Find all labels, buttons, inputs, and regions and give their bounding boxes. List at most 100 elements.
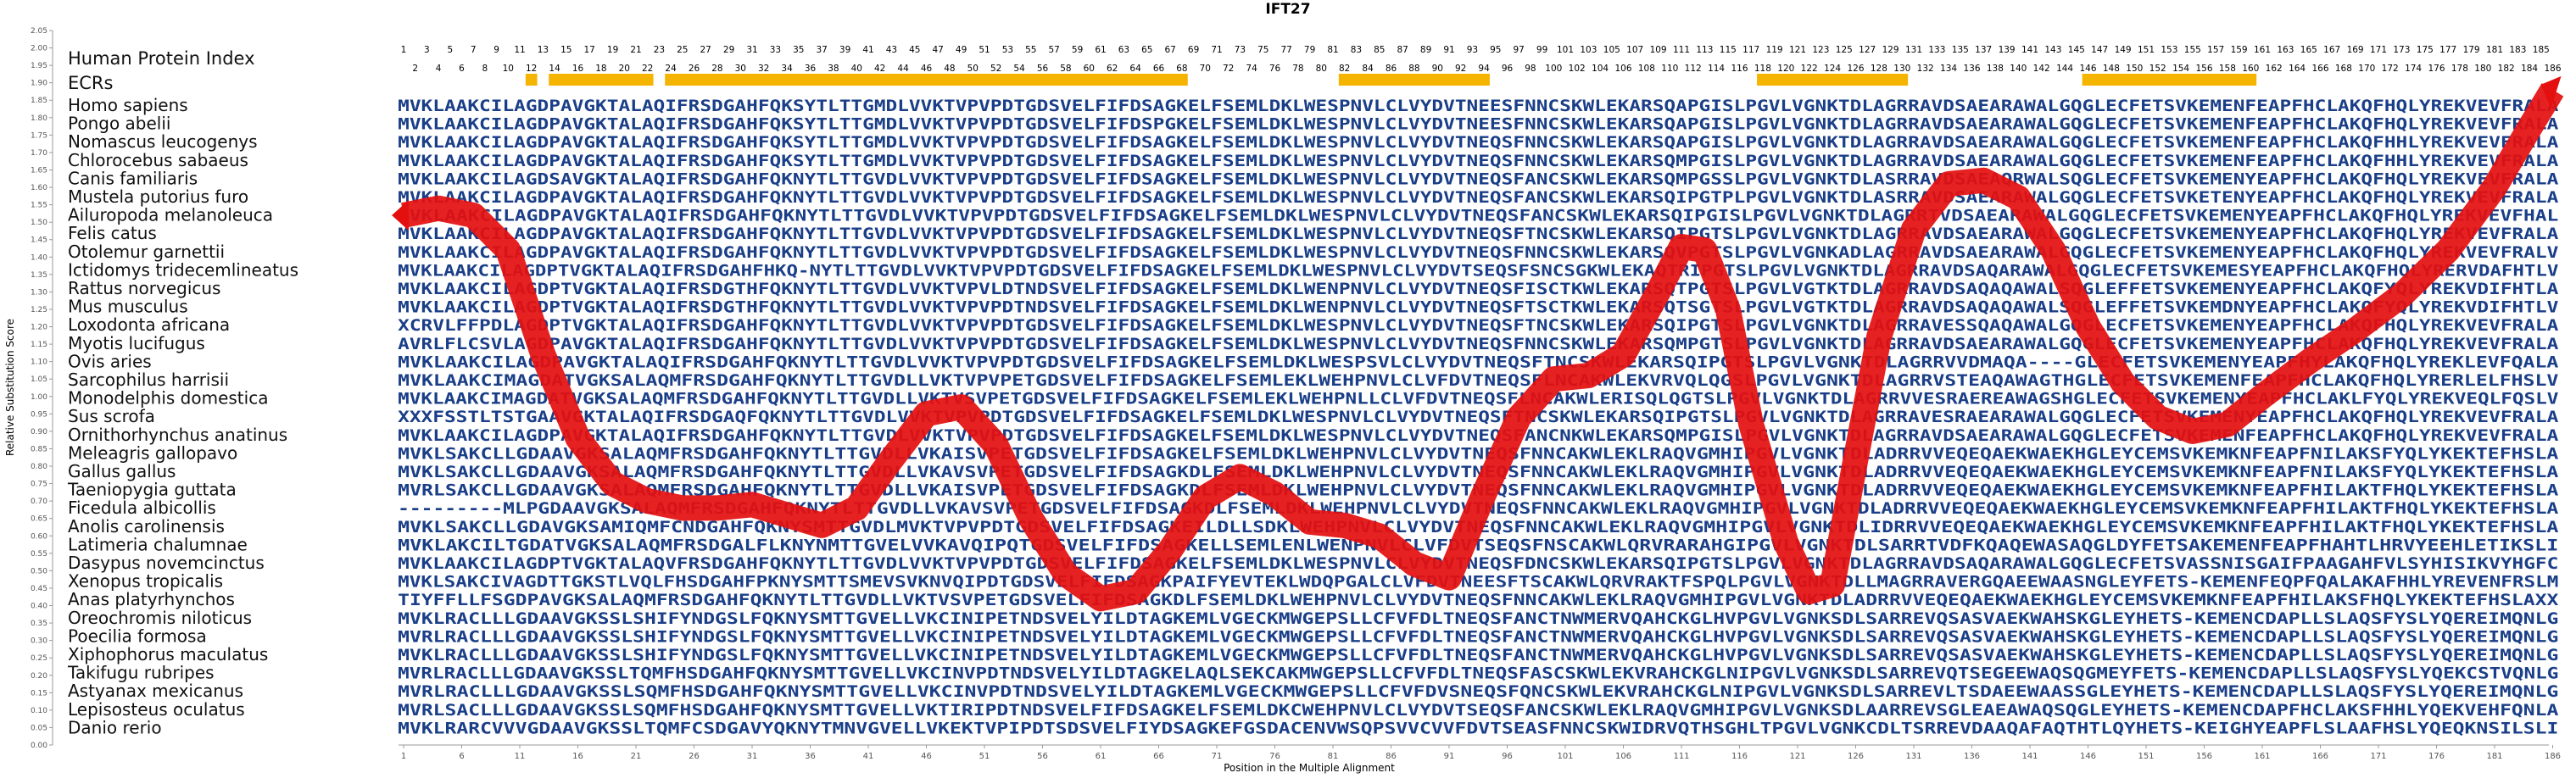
human-index-number: 125 [1836,45,1853,55]
human-index-number: 153 [2161,45,2177,55]
human-index-number: 165 [2300,45,2317,55]
human-index-number: 184 [2521,64,2538,74]
human-index-number: 48 [944,64,955,74]
ecr-bars [525,74,2257,86]
human-index-number: 149 [2115,45,2132,55]
human-index-number: 177 [2439,45,2456,55]
human-index-number: 185 [2533,45,2550,55]
human-index-number: 14 [549,64,560,74]
ecr-bar [1338,74,1490,86]
human-index-number: 26 [689,64,700,74]
y-tick-label: 0.45 [31,585,47,593]
human-index-number: 73 [1235,45,1246,55]
sequence-row: MVRLRACLLLGDAAVGKSSLSHIFYNDGSLFQKNYSMTTG… [398,627,2558,646]
human-index-number: 56 [1037,64,1049,74]
x-tick-label: 76 [1269,752,1280,761]
human-index-number: 24 [665,64,677,74]
y-tick-label: 1.45 [31,236,47,245]
y-tick-label: 0.05 [31,724,47,732]
human-index-number: 20 [619,64,630,74]
sequence-row: TIYFFLLFSGDPAVGKSALAQMFRSDGAHFQKNYTLTTGV… [398,591,2559,609]
human-index-number: 87 [1397,45,1408,55]
sequence-row: MVKLAAKCILAGDPAVGKTALAQIFRSDGAHFQKNYTLTT… [398,207,2558,225]
human-index-number: 3 [424,45,430,55]
species-name: Mus musculus [68,297,188,317]
human-index-number: 23 [654,45,665,55]
human-index-number: 59 [1072,45,1083,55]
human-index-number: 148 [2103,64,2120,74]
species-name: Xenopus tropicalis [68,571,223,592]
human-index-number: 133 [1928,45,1945,55]
human-index-number: 141 [2021,45,2038,55]
human-index-number: 163 [2277,45,2294,55]
species-name: Danio rerio [68,717,162,737]
human-index-number: 63 [1118,45,1129,55]
human-index-number: 93 [1467,45,1478,55]
sequence-row: MVKLAAKCILAGDPAVGKTALAQIFRSDGAHFQKNYTLTT… [398,353,2559,371]
species-name: Xiphophorus maculatus [68,644,268,664]
x-tick-label: 46 [921,752,932,761]
human-index-number: 40 [851,64,862,74]
y-tick-label: 0.70 [31,498,47,506]
x-tick-label: 126 [1848,752,1864,761]
sequence-row: MVKLAAKCILAGDPTVGKTALAQIFRSDGTHFQKNYTLTT… [398,298,2558,317]
human-index-number: 121 [1789,45,1806,55]
human-index-number: 170 [2358,64,2375,74]
human-index-number: 107 [1626,45,1643,55]
human-index-number: 176 [2428,64,2445,74]
human-index-number: 156 [2195,64,2212,74]
sequence-row: MVKLAAKCILAGDPAVGKTALAQIFRSDGAHFQKNYTLTT… [398,243,2558,262]
sequence-row: MVKLAAKCILAGDSAVGKTALAQIFRSDGAHFQKNYTLTT… [398,170,2559,188]
human-index-number: 157 [2207,45,2224,55]
sequence-row: MVKLAAKCILAGDPTVGKTALAQVFRSDGAHFQKNYTLTT… [398,554,2558,573]
score-line [401,83,2564,612]
human-index-number: 9 [493,45,499,55]
human-index-number: 16 [572,64,584,74]
human-index-number: 111 [1673,45,1690,55]
human-index-number: 55 [1025,45,1036,55]
human-index-number: 65 [1141,45,1152,55]
x-tick-label: 166 [2312,752,2328,761]
human-index-number: 166 [2311,64,2328,74]
y-tick-label: 0.75 [31,481,47,489]
human-index-number: 15 [560,45,572,55]
human-index-number: 162 [2266,64,2283,74]
human-index-number: 18 [595,64,606,74]
substitution-score-curve [392,75,2564,612]
sequence-row: MVRLSACLLLGDAAVGKSSLSQMFHSDGAHFQKNYSMTTG… [398,701,2559,720]
human-index-number: 4 [436,64,442,74]
x-tick-label: 51 [979,752,990,761]
y-tick-label: 1.55 [31,202,47,210]
human-index-number: 30 [735,64,746,74]
human-index-number: 136 [1963,64,1980,74]
human-index-number: 137 [1975,45,1992,55]
species-name: Oreochromis niloticus [68,608,252,628]
y-tick-label: 0.65 [31,515,47,524]
human-index-number: 117 [1742,45,1759,55]
human-index-number: 181 [2486,45,2503,55]
x-tick-label: 146 [2080,752,2096,761]
y-tick-label: 0.35 [31,620,47,628]
human-index-number: 179 [2463,45,2480,55]
human-index-number: 127 [1859,45,1876,55]
sequence-row: MVKLAAKCILAGDPAVGKTALAQIFRSDGAHFQKNYTLTT… [398,426,2559,445]
y-tick-label: 1.05 [31,375,47,384]
human-index-number: 116 [1731,64,1748,74]
x-tick-label: 116 [1731,752,1748,761]
human-index-number: 169 [2347,45,2364,55]
species-name: Poecilia formosa [68,626,207,646]
x-tick-label: 151 [2138,752,2154,761]
sequence-row: AVRLFLCSVLAGDPAVGKTALAQIFRSDGAHFQKNYTLTT… [398,335,2559,353]
human-index-number: 140 [2010,64,2027,74]
y-tick-label: 0.80 [31,463,47,471]
human-index-number: 11 [514,45,525,55]
human-index-number: 122 [1801,64,1818,74]
species-name: Mustela putorius furo [68,186,248,207]
human-index-number: 49 [956,45,967,55]
chart-title: IFT27 [1265,1,1310,18]
score-line-end-arrow [2540,75,2562,108]
human-index-number: 132 [1917,64,1934,74]
human-index-number: 109 [1650,45,1667,55]
human-index-number: 128 [1871,64,1887,74]
